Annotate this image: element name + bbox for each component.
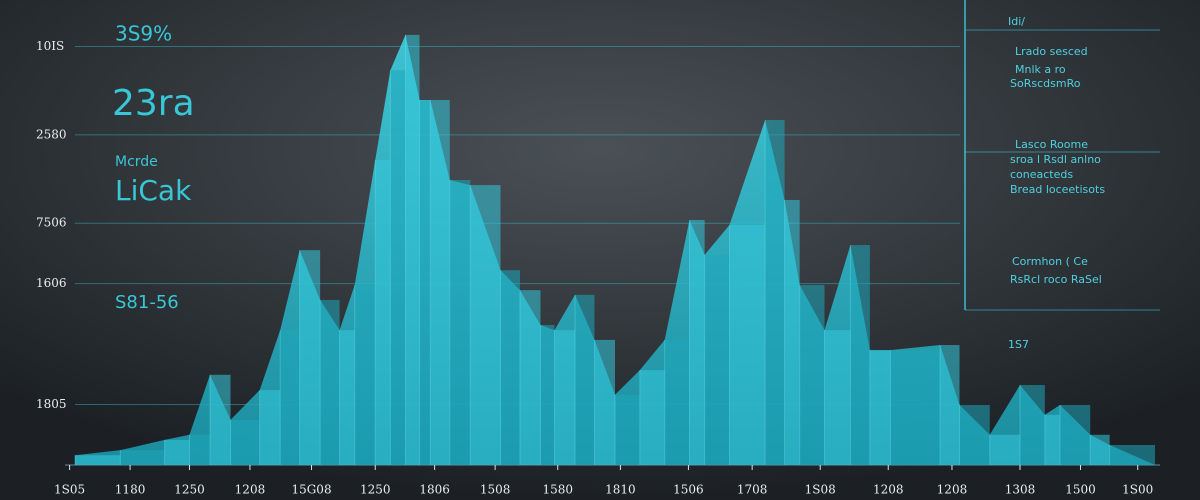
panel-text: Lrado sesced [1015,45,1088,58]
x-tick-label: 1S00 [1122,483,1153,497]
panel-text: Bread loceetisots [1010,183,1105,196]
x-tick-label: 1580 [542,483,573,497]
facet [989,434,1020,465]
panel-text: Lasco Roome [1015,138,1088,151]
facet [1109,445,1155,465]
panel-text: Mnlk a ro [1015,63,1066,76]
x-tick-label: 15G08 [291,483,331,497]
facet [575,294,595,465]
facet [959,405,990,465]
y-tick-label: 7506 [36,216,67,230]
facet [689,219,705,465]
panel-text: 1S7 [1008,338,1029,351]
facet [210,374,231,465]
x-tick-label: 1S08 [805,483,836,497]
annotation: LiCak [115,174,192,207]
panel-text: RsRcl roco RaSel [1010,273,1102,286]
facet [784,199,800,465]
y-tick-label: 10IS [36,39,64,53]
facet [824,330,851,465]
facet [375,159,391,465]
annotation: S81-56 [115,292,179,313]
x-tick-label: 1708 [737,483,768,497]
facet [799,285,825,465]
facet [869,350,891,465]
x-tick-label: 1208 [937,483,968,497]
facet [615,394,640,465]
annotation: 3S9% [115,22,172,46]
facet [765,119,785,465]
facet [594,339,615,465]
facet [390,70,406,465]
y-tick-label: 1805 [36,397,67,411]
panel-text: SoRscdsmRo [1010,77,1081,90]
facet [1090,434,1110,465]
facet [280,330,300,465]
x-tick-label: 1208 [873,483,904,497]
facet [230,419,260,465]
panel-text: sroa l Rsdl anlno [1010,153,1101,166]
panel-text: coneacteds [1010,168,1073,181]
facet [540,325,555,465]
facet [850,245,870,465]
x-tick-label: 1810 [605,483,636,497]
facet [1020,385,1045,465]
annotation: 23ra [112,83,195,124]
facet [405,34,420,465]
facet [189,434,210,465]
facet [259,390,281,465]
facet [500,270,520,465]
x-tick-label: 1250 [174,483,205,497]
facet [1044,414,1060,465]
x-tick-label: 1308 [1005,483,1036,497]
y-tick-label: 2580 [36,127,67,141]
side-panel [964,0,1160,311]
annotation: Mcrde [115,154,158,170]
facet [1059,405,1091,465]
facet [554,330,576,465]
panel-text: Idi/ [1008,15,1025,28]
facet [704,254,730,465]
facet [339,330,355,465]
facet [449,179,471,465]
facet [354,285,376,465]
facet [299,250,321,465]
x-tick-label: 1806 [419,483,450,497]
facet [470,185,501,465]
facet [419,99,431,465]
x-tick-label: 1180 [115,483,146,497]
panel-text: Cormhon ( Ce [1012,255,1088,268]
facet [664,339,690,465]
facet [940,345,960,465]
facet [75,455,121,465]
x-tick-label: 1S05 [54,483,85,497]
x-tick-label: 1500 [1065,483,1096,497]
x-tick-label: 1208 [235,483,266,497]
facet [729,225,766,465]
facet [890,350,941,465]
x-tick-label: 1508 [480,483,511,497]
y-tick-label: 1606 [36,276,67,290]
facet [519,290,541,465]
facet [639,370,665,465]
facet [320,299,340,465]
x-tick-label: 1250 [360,483,391,497]
facet [430,99,450,465]
facet [164,439,190,465]
x-tick-label: 1506 [673,483,704,497]
facet [120,450,165,465]
